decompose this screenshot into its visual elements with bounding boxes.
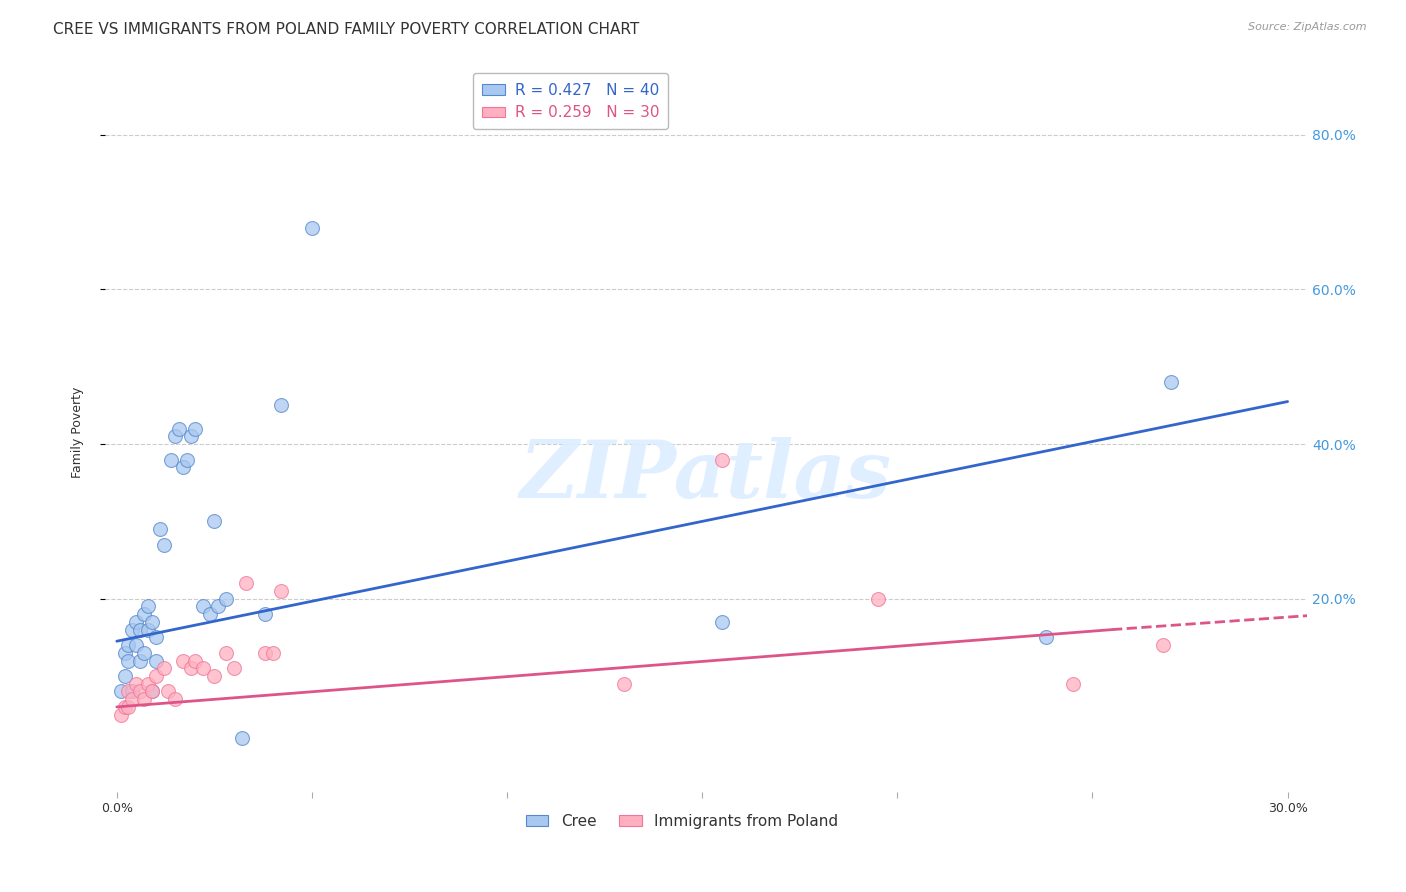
Point	[114, 700, 136, 714]
Point	[114, 669, 136, 683]
Point	[125, 677, 148, 691]
Point	[110, 707, 132, 722]
Text: CREE VS IMMIGRANTS FROM POLAND FAMILY POVERTY CORRELATION CHART: CREE VS IMMIGRANTS FROM POLAND FAMILY PO…	[53, 22, 640, 37]
Point	[202, 515, 225, 529]
Point	[117, 700, 139, 714]
Point	[180, 429, 202, 443]
Point	[200, 607, 222, 622]
Point	[215, 646, 238, 660]
Point	[231, 731, 253, 745]
Point	[152, 538, 174, 552]
Point	[117, 638, 139, 652]
Point	[117, 654, 139, 668]
Point	[184, 654, 207, 668]
Point	[160, 452, 183, 467]
Point	[136, 623, 159, 637]
Point	[125, 638, 148, 652]
Point	[1062, 677, 1084, 691]
Point	[254, 646, 277, 660]
Point	[129, 684, 152, 698]
Point	[1035, 631, 1057, 645]
Point	[132, 692, 155, 706]
Point	[866, 591, 889, 606]
Point	[301, 220, 323, 235]
Point	[235, 576, 257, 591]
Point	[145, 631, 167, 645]
Point	[125, 615, 148, 629]
Y-axis label: Family Poverty: Family Poverty	[72, 387, 84, 478]
Point	[129, 623, 152, 637]
Point	[207, 599, 229, 614]
Point	[121, 692, 143, 706]
Point	[1160, 375, 1182, 389]
Point	[176, 452, 198, 467]
Point	[165, 692, 187, 706]
Point	[191, 599, 214, 614]
Point	[141, 684, 163, 698]
Text: Source: ZipAtlas.com: Source: ZipAtlas.com	[1249, 22, 1367, 32]
Point	[114, 646, 136, 660]
Point	[132, 607, 155, 622]
Point	[270, 584, 292, 599]
Point	[1152, 638, 1174, 652]
Text: ZIPatlas: ZIPatlas	[520, 437, 893, 515]
Point	[215, 591, 238, 606]
Point	[191, 661, 214, 675]
Point	[136, 599, 159, 614]
Point	[172, 460, 194, 475]
Point	[172, 654, 194, 668]
Point	[710, 615, 733, 629]
Point	[145, 654, 167, 668]
Point	[121, 684, 143, 698]
Point	[156, 684, 179, 698]
Point	[167, 421, 190, 435]
Point	[136, 677, 159, 691]
Point	[180, 661, 202, 675]
Point	[254, 607, 277, 622]
Point	[152, 661, 174, 675]
Point	[141, 615, 163, 629]
Point	[184, 421, 207, 435]
Point	[710, 452, 733, 467]
Point	[202, 669, 225, 683]
Point	[165, 429, 187, 443]
Point	[222, 661, 245, 675]
Point	[141, 684, 163, 698]
Point	[613, 677, 636, 691]
Point	[145, 669, 167, 683]
Point	[149, 522, 172, 536]
Point	[129, 654, 152, 668]
Point	[121, 623, 143, 637]
Point	[270, 398, 292, 412]
Point	[132, 646, 155, 660]
Point	[110, 684, 132, 698]
Point	[262, 646, 284, 660]
Legend: Cree, Immigrants from Poland: Cree, Immigrants from Poland	[519, 807, 845, 835]
Point	[117, 684, 139, 698]
